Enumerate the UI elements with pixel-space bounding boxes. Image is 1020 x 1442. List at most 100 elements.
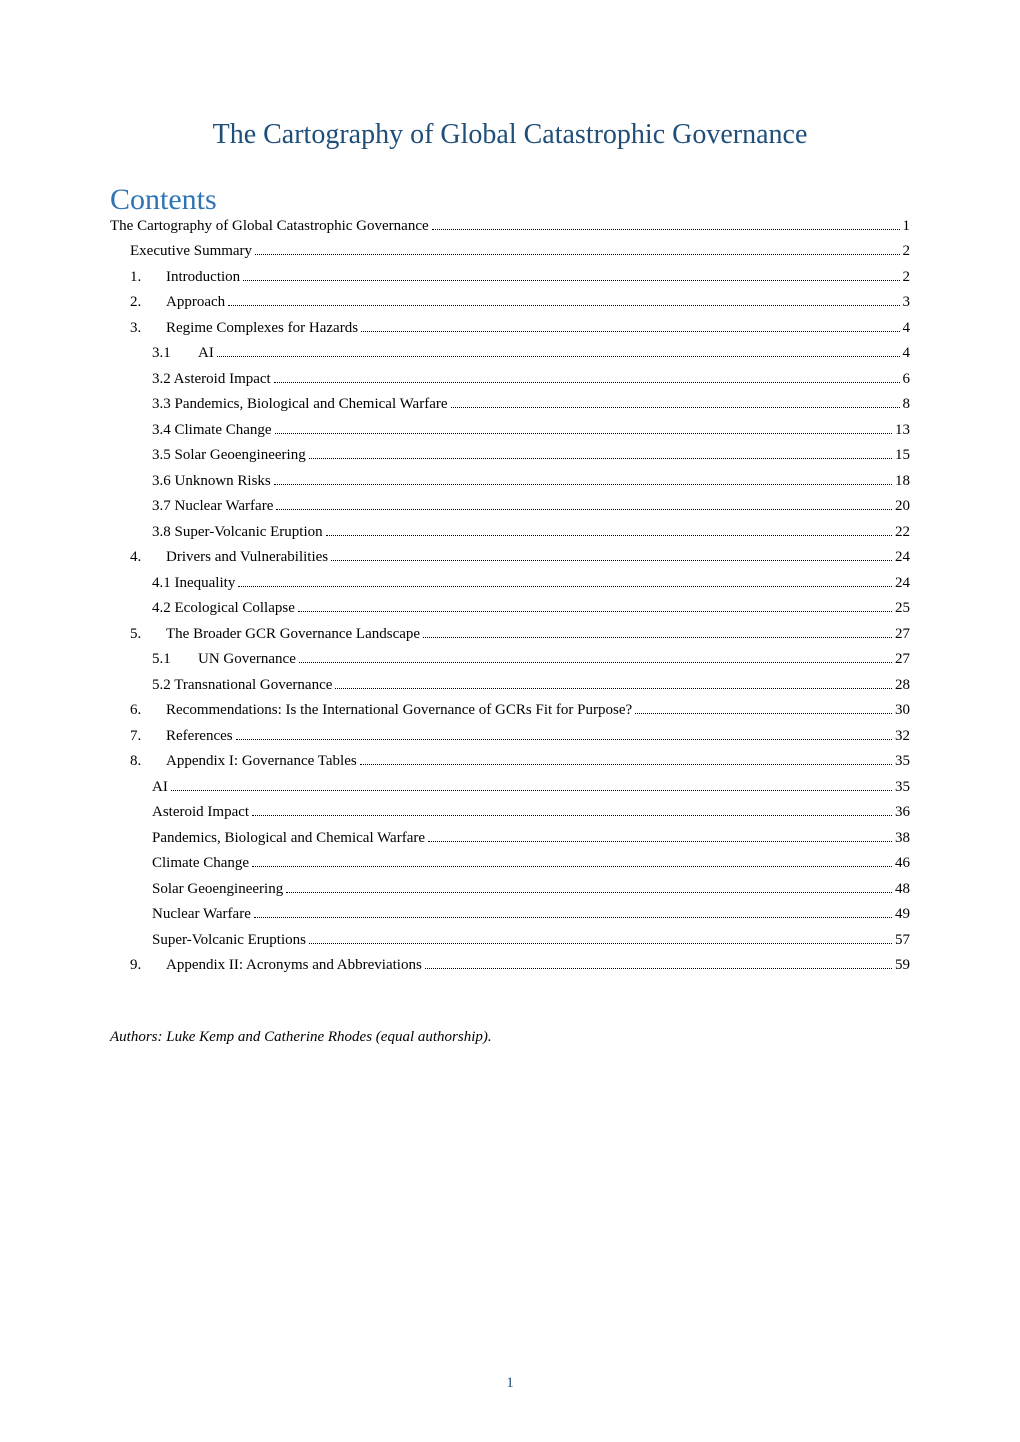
- toc-entry-label: Pandemics, Biological and Chemical Warfa…: [152, 831, 425, 846]
- toc-leader-dots: [274, 484, 892, 485]
- toc-entry-page: 57: [895, 933, 910, 948]
- toc-entry-label: Appendix I: Governance Tables: [166, 754, 357, 769]
- toc-entry-page: 27: [895, 652, 910, 667]
- toc-entry[interactable]: Pandemics, Biological and Chemical Warfa…: [110, 831, 910, 846]
- toc-entry-page: 24: [895, 550, 910, 565]
- toc-leader-dots: [276, 509, 892, 510]
- toc-leader-dots: [425, 968, 892, 969]
- toc-entry[interactable]: Asteroid Impact36: [110, 805, 910, 820]
- toc-entry[interactable]: 5.The Broader GCR Governance Landscape27: [110, 627, 910, 642]
- toc-entry-label: Approach: [166, 295, 225, 310]
- toc-entry-label: Executive Summary: [130, 244, 252, 259]
- toc-entry-number: 8.: [130, 754, 166, 769]
- toc-entry[interactable]: AI35: [110, 780, 910, 795]
- toc-entry[interactable]: 5.1UN Governance27: [110, 652, 910, 667]
- toc-entry[interactable]: 3.8 Super-Volcanic Eruption 22: [110, 525, 910, 540]
- toc-entry[interactable]: 3.4 Climate Change13: [110, 423, 910, 438]
- toc-leader-dots: [255, 254, 899, 255]
- toc-entry-page: 3: [903, 295, 911, 310]
- toc-entry-label: 4.2 Ecological Collapse: [152, 601, 295, 616]
- toc-entry-label: 3.8 Super-Volcanic Eruption: [152, 525, 323, 540]
- toc-leader-dots: [309, 943, 892, 944]
- toc-entry[interactable]: 3.5 Solar Geoengineering15: [110, 448, 910, 463]
- toc-entry-page: 38: [895, 831, 910, 846]
- toc-entry-page: 4: [903, 321, 911, 336]
- toc-entry-number: 4.: [130, 550, 166, 565]
- contents-heading: Contents: [110, 183, 910, 217]
- toc-entry-number: 9.: [130, 958, 166, 973]
- toc-entry-number: 2.: [130, 295, 166, 310]
- toc-entry-label: 3.3 Pandemics, Biological and Chemical W…: [152, 397, 448, 412]
- toc-entry[interactable]: 7.References32: [110, 729, 910, 744]
- toc-entry[interactable]: Nuclear Warfare49: [110, 907, 910, 922]
- toc-entry[interactable]: Executive Summary2: [110, 244, 910, 259]
- toc-entry-page: 46: [895, 856, 910, 871]
- toc-leader-dots: [451, 407, 900, 408]
- toc-leader-dots: [228, 305, 899, 306]
- toc-entry-label: The Cartography of Global Catastrophic G…: [110, 219, 429, 234]
- toc-entry[interactable]: 4.2 Ecological Collapse 25: [110, 601, 910, 616]
- toc-entry-label: Drivers and Vulnerabilities: [166, 550, 328, 565]
- page-number: 1: [0, 1375, 1020, 1392]
- toc-entry[interactable]: Super-Volcanic Eruptions 57: [110, 933, 910, 948]
- toc-leader-dots: [423, 637, 892, 638]
- toc-entry-page: 27: [895, 627, 910, 642]
- document-page: The Cartography of Global Catastrophic G…: [0, 0, 1020, 1442]
- toc-entry[interactable]: 3.6 Unknown Risks18: [110, 474, 910, 489]
- toc-entry-page: 49: [895, 907, 910, 922]
- toc-entry-page: 25: [895, 601, 910, 616]
- toc-leader-dots: [252, 866, 892, 867]
- toc-entry[interactable]: 3.2 Asteroid Impact6: [110, 372, 910, 387]
- toc-leader-dots: [275, 433, 892, 434]
- toc-entry-label: 3.7 Nuclear Warfare: [152, 499, 273, 514]
- toc-entry[interactable]: 9.Appendix II: Acronyms and Abbreviation…: [110, 958, 910, 973]
- toc-entry[interactable]: 4.Drivers and Vulnerabilities 24: [110, 550, 910, 565]
- toc-entry-page: 8: [903, 397, 911, 412]
- toc-entry[interactable]: 3.7 Nuclear Warfare20: [110, 499, 910, 514]
- toc-entry-page: 22: [895, 525, 910, 540]
- toc-leader-dots: [171, 790, 892, 791]
- toc-leader-dots: [309, 458, 892, 459]
- toc-leader-dots: [635, 713, 892, 714]
- toc-entry[interactable]: 4.1 Inequality24: [110, 576, 910, 591]
- toc-leader-dots: [274, 382, 900, 383]
- toc-leader-dots: [217, 356, 900, 357]
- toc-entry-page: 4: [903, 346, 911, 361]
- toc-entry-label: AI: [198, 346, 214, 361]
- toc-entry[interactable]: 8.Appendix I: Governance Tables35: [110, 754, 910, 769]
- toc-entry-number: 7.: [130, 729, 166, 744]
- toc-leader-dots: [428, 841, 892, 842]
- toc-leader-dots: [254, 917, 892, 918]
- toc-leader-dots: [361, 331, 899, 332]
- toc-leader-dots: [326, 535, 892, 536]
- document-title: The Cartography of Global Catastrophic G…: [110, 119, 910, 151]
- toc-entry[interactable]: 3.Regime Complexes for Hazards 4: [110, 321, 910, 336]
- toc-entry[interactable]: Solar Geoengineering 48: [110, 882, 910, 897]
- toc-leader-dots: [335, 688, 892, 689]
- toc-entry-page: 15: [895, 448, 910, 463]
- toc-entry-label: Recommendations: Is the International Go…: [166, 703, 632, 718]
- toc-entry-label: The Broader GCR Governance Landscape: [166, 627, 420, 642]
- toc-entry[interactable]: 3.1AI4: [110, 346, 910, 361]
- toc-leader-dots: [252, 815, 892, 816]
- toc-entry[interactable]: 2.Approach 3: [110, 295, 910, 310]
- toc-leader-dots: [286, 892, 892, 893]
- toc-entry[interactable]: 5.2 Transnational Governance28: [110, 678, 910, 693]
- toc-entry-page: 48: [895, 882, 910, 897]
- toc-entry-label: Super-Volcanic Eruptions: [152, 933, 306, 948]
- toc-entry-page: 1: [903, 219, 911, 234]
- toc-entry[interactable]: 6.Recommendations: Is the International …: [110, 703, 910, 718]
- toc-entry[interactable]: Climate Change46: [110, 856, 910, 871]
- toc-leader-dots: [432, 229, 900, 230]
- toc-leader-dots: [360, 764, 892, 765]
- toc-entry-label: Regime Complexes for Hazards: [166, 321, 358, 336]
- authors-line: Authors: Luke Kemp and Catherine Rhodes …: [110, 1029, 910, 1046]
- toc-entry[interactable]: The Cartography of Global Catastrophic G…: [110, 219, 910, 234]
- toc-entry-page: 30: [895, 703, 910, 718]
- toc-entry[interactable]: 3.3 Pandemics, Biological and Chemical W…: [110, 397, 910, 412]
- toc-entry-page: 59: [895, 958, 910, 973]
- toc-entry-number: 3.: [130, 321, 166, 336]
- toc-entry[interactable]: 1.Introduction2: [110, 270, 910, 285]
- toc-entry-label: Solar Geoengineering: [152, 882, 283, 897]
- toc-entry-label: Asteroid Impact: [152, 805, 249, 820]
